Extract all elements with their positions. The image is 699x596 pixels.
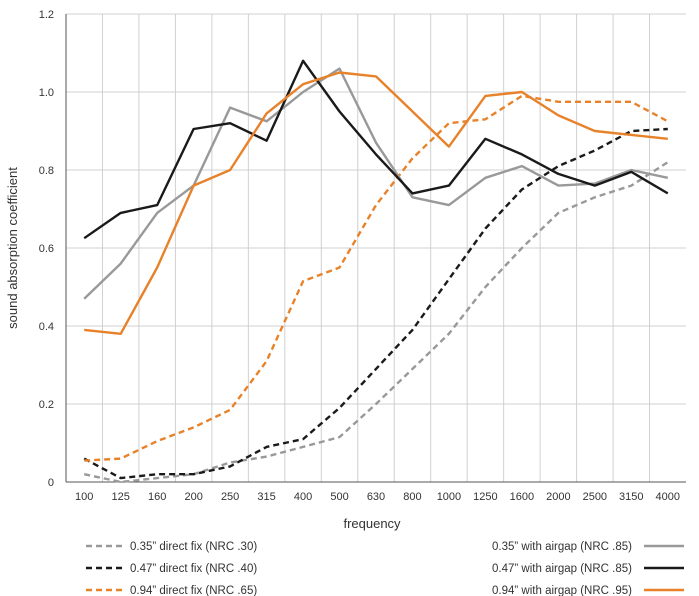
- legend-item: 0.47” direct fix (NRC .40): [86, 563, 257, 575]
- legend-label: 0.47” direct fix (NRC .40): [130, 563, 257, 575]
- x-tick-label: 630: [367, 491, 385, 503]
- series-line: [83, 67, 669, 300]
- x-tick-label: 1600: [510, 491, 534, 503]
- legend-label: 0.35” direct fix (NRC .30): [130, 541, 257, 553]
- x-tick-label: 500: [330, 491, 348, 503]
- x-tick-label: 100: [75, 491, 93, 503]
- legend-item: 0.94” direct fix (NRC .65): [86, 585, 257, 596]
- x-tick-label: 400: [294, 491, 312, 503]
- plot-area: [83, 59, 669, 484]
- legend-label: 0.94” with airgap (NRC .95): [492, 585, 632, 596]
- x-tick-labels: 100 125 160 200 250 315 400 500 630 800 1000 1250 16…: [75, 491, 680, 503]
- axes: [65, 14, 686, 483]
- y-tick-label: 1.2: [39, 9, 54, 21]
- x-tick-label: 3150: [619, 491, 643, 503]
- x-tick-label: 125: [112, 491, 130, 503]
- y-tick-labels: 0 0.2 0.4 0.6 0.8 1.0 1.2: [39, 9, 54, 489]
- y-tick-label: 1.0: [39, 87, 54, 99]
- series-line: [84, 71, 668, 335]
- legend-label: 0.94” direct fix (NRC .65): [130, 585, 257, 596]
- legend-item: 0.47” with airgap (NRC .85): [492, 563, 684, 575]
- x-axis-label: frequency: [343, 516, 401, 531]
- legend-item: 0.94” with airgap (NRC .95): [492, 585, 684, 596]
- grid: [66, 13, 686, 482]
- x-tick-label: 2500: [583, 491, 607, 503]
- legend-item: 0.35” with airgap (NRC .85): [492, 541, 684, 553]
- x-tick-label: 1000: [437, 491, 461, 503]
- x-tick-label: 160: [148, 491, 166, 503]
- y-tick-label: 0.8: [39, 165, 54, 177]
- y-tick-label: 0: [48, 477, 54, 489]
- series-line: [83, 161, 669, 484]
- series-line: [83, 127, 668, 480]
- x-tick-label: 315: [257, 491, 275, 503]
- y-tick-label: 0.6: [39, 243, 54, 255]
- legend-label: 0.35” with airgap (NRC .85): [492, 541, 632, 553]
- x-tick-label: 2000: [546, 491, 570, 503]
- x-tick-label: 1250: [473, 491, 497, 503]
- x-tick-label: 200: [184, 491, 202, 503]
- series-line: [83, 59, 669, 240]
- y-tick-label: 0.2: [39, 399, 54, 411]
- legend-item: 0.35” direct fix (NRC .30): [86, 541, 257, 553]
- x-tick-label: 800: [403, 491, 421, 503]
- y-axis-label: sound absorption coefficient: [5, 167, 20, 329]
- legend: 0.35” direct fix (NRC .30) 0.47” direct f…: [86, 541, 684, 596]
- x-tick-label: 250: [221, 491, 239, 503]
- legend-label: 0.47” with airgap (NRC .85): [492, 563, 632, 575]
- x-tick-label: 4000: [656, 491, 680, 503]
- y-tick-label: 0.4: [39, 321, 54, 333]
- series-line: [84, 94, 669, 462]
